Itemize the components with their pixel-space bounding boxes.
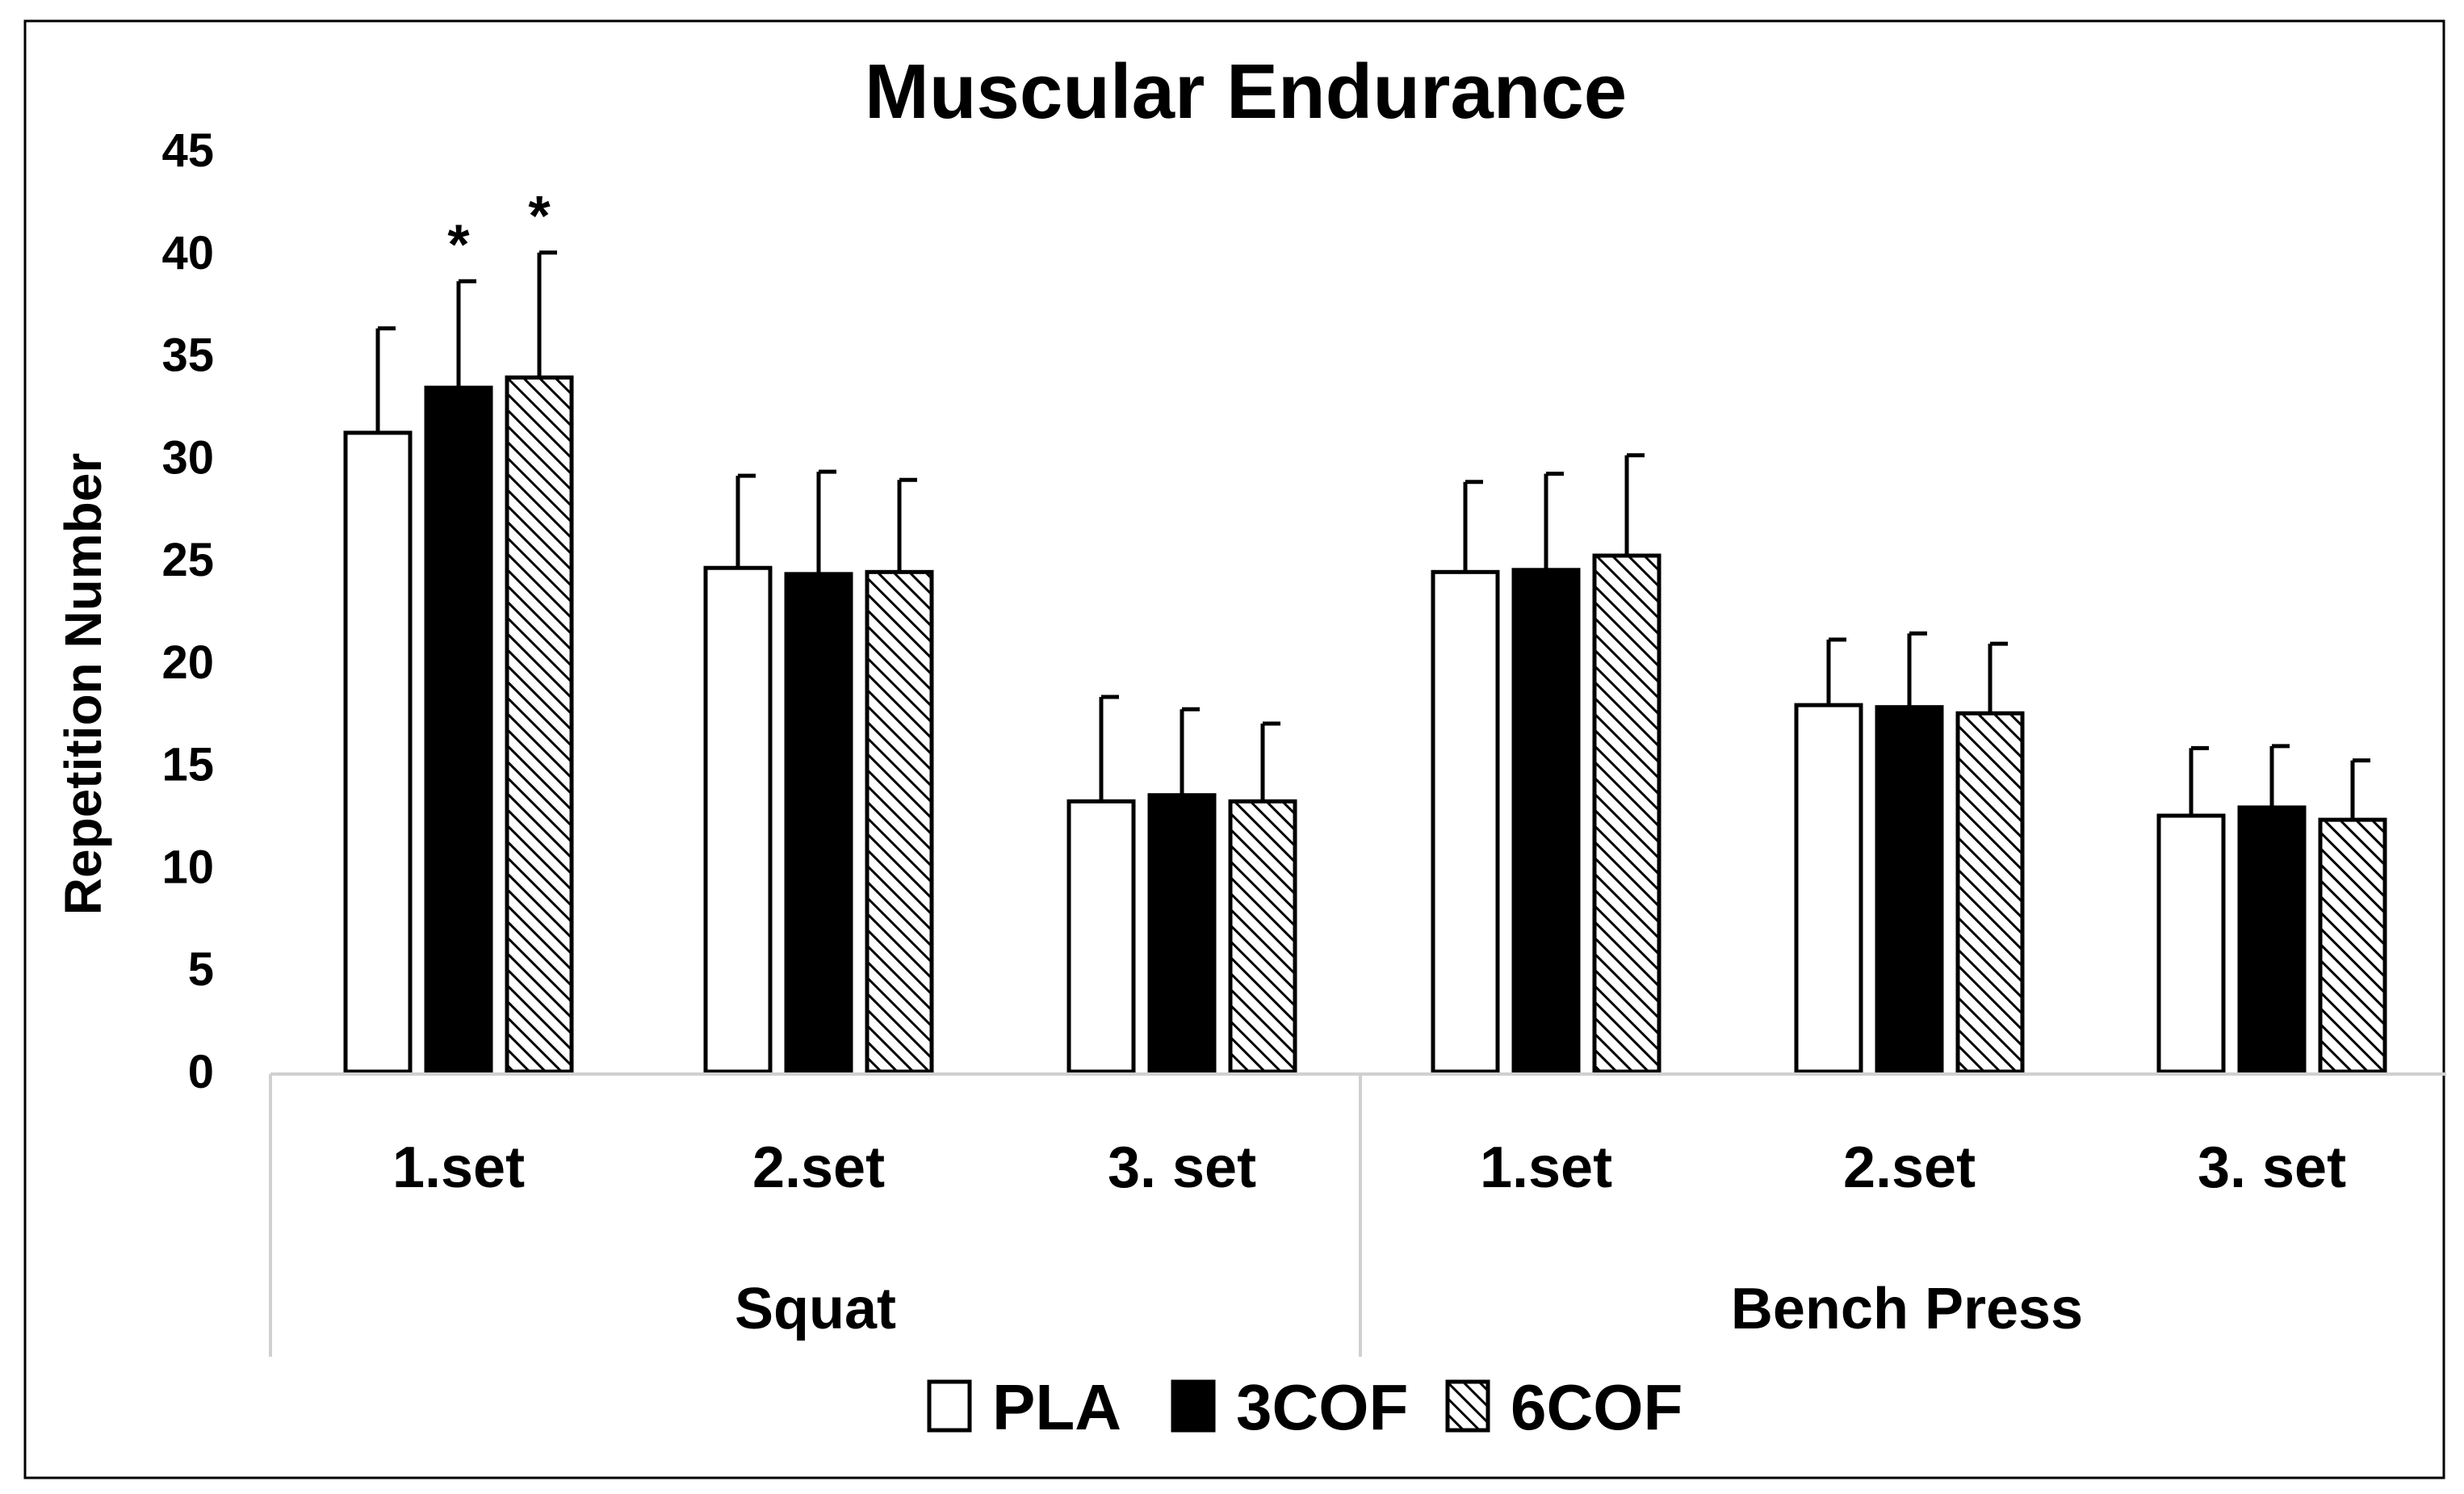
y-tick-label: 35 [161, 329, 214, 382]
y-tick-label: 30 [161, 431, 214, 484]
x-tick-label: 1.set [392, 1135, 525, 1200]
bar-3cof-3 [1511, 568, 1581, 1074]
x-group-label: Bench Press [1731, 1277, 2083, 1341]
legend: PLA 3COF 6COF [927, 1371, 1682, 1443]
y-tick-label: 25 [161, 534, 214, 586]
bar-6cof-3 [1592, 553, 1662, 1074]
bar-3cof-1 [784, 572, 853, 1074]
y-tick-label: 45 [161, 124, 214, 177]
bar-3cof-5 [2237, 805, 2307, 1074]
y-tick-label: 0 [188, 1046, 214, 1098]
bar-pla-2 [1066, 799, 1136, 1074]
x-tick-label: 2.set [752, 1135, 885, 1200]
bar-6cof-4 [1955, 711, 2025, 1074]
x-tick-label: 1.set [1480, 1135, 1612, 1200]
significance-marker: * [447, 212, 470, 275]
significance-marker: * [528, 184, 551, 247]
legend-label-6cof: 6COF [1511, 1371, 1682, 1443]
bar-6cof-2 [1228, 799, 1297, 1074]
bar-pla-4 [1794, 703, 1863, 1074]
bar-pla-0 [343, 430, 413, 1074]
chart-title: Muscular Endurance [865, 48, 1627, 135]
y-tick-label: 20 [161, 636, 214, 689]
x-tick-label: 2.set [1843, 1135, 1976, 1200]
bar-3cof-2 [1147, 793, 1217, 1074]
legend-label-pla: PLA [992, 1371, 1121, 1443]
bar-6cof-0 [505, 375, 574, 1074]
legend-swatch-3cof [1171, 1379, 1216, 1433]
bar-pla-5 [2156, 813, 2226, 1074]
bar-pla-3 [1431, 569, 1500, 1074]
x-tick-label: 3. set [1108, 1135, 1256, 1200]
y-axis-label: Repetition Number [54, 453, 112, 915]
legend-swatch-pla [927, 1379, 972, 1433]
x-tick-label: 3. set [2198, 1135, 2346, 1200]
y-tick-label: 15 [161, 739, 214, 791]
legend-swatch-6cof [1445, 1379, 1490, 1433]
bar-3cof-0 [424, 385, 493, 1074]
y-tick-label: 40 [161, 227, 214, 279]
bar-6cof-1 [865, 569, 934, 1074]
bar-3cof-4 [1875, 705, 1944, 1074]
bar-6cof-5 [2318, 817, 2387, 1074]
bar-pla-1 [703, 565, 773, 1074]
legend-label-3cof: 3COF [1236, 1371, 1408, 1443]
y-tick-label: 5 [188, 943, 214, 996]
y-tick-label: 10 [161, 841, 214, 893]
x-group-label: Squat [735, 1277, 896, 1341]
